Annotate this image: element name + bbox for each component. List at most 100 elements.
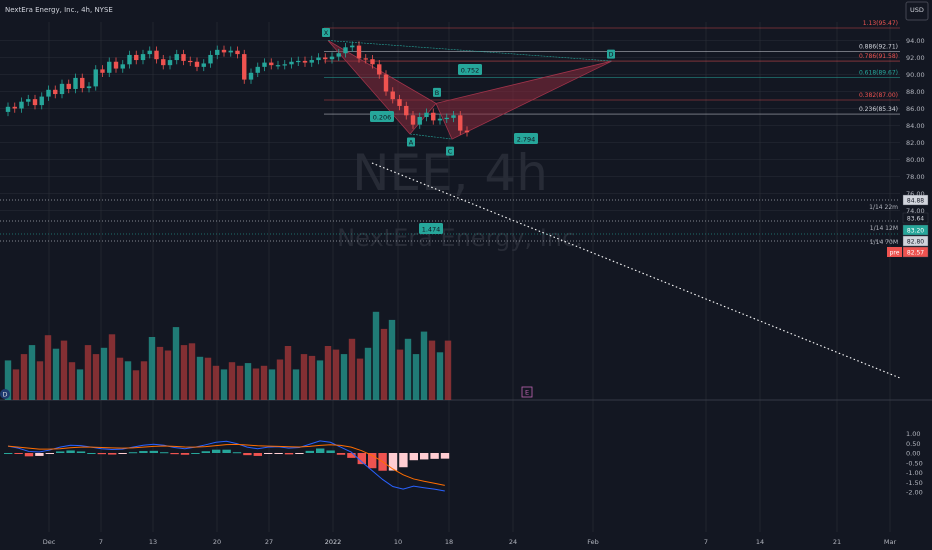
candle-body-9: [66, 83, 71, 89]
macd-hist-39: [409, 453, 418, 461]
candle-body-33: [228, 50, 233, 53]
candle-body-49: [336, 53, 341, 57]
macd-hist-8: [87, 453, 96, 454]
candle-body-62: [424, 112, 429, 117]
harmonic-point-bg-0: [322, 28, 330, 37]
macd-hist-9: [97, 453, 106, 455]
volume-bar-32: [260, 365, 268, 400]
time-axis-tick-7: 18: [445, 538, 453, 546]
price-tag-bg-1: [902, 212, 929, 224]
fib-label-1: 0.886(92.71): [859, 43, 898, 50]
candle-body-42: [289, 61, 294, 65]
volume-bar-29: [236, 365, 244, 400]
volume-bar-46: [372, 311, 380, 400]
macd-hist-25: [264, 453, 273, 454]
macd-axis-tick-1: 0.50: [906, 440, 920, 448]
candle-body-67: [458, 115, 463, 131]
candle-body-45: [309, 60, 314, 63]
time-axis-tick-2: 13: [149, 538, 157, 546]
price-axis-tick-10: 94.00: [906, 37, 925, 45]
macd-hist-6: [66, 450, 75, 453]
volume-bar-22: [180, 345, 188, 400]
volume-bar-39: [316, 360, 324, 400]
macd-hist-13: [139, 451, 148, 453]
time-axis-tick-12: 21: [833, 538, 841, 546]
volume-bar-20: [164, 350, 172, 400]
axes: 74.00 76.00 78.00 80.00 82.00 84.00 86.00 88.00…: [43, 37, 925, 546]
candle-body-1: [12, 106, 17, 109]
harmonic-ratio-bg-2: [514, 133, 538, 144]
volume-bar-24: [196, 356, 204, 400]
volume-bar-49: [396, 349, 404, 400]
volume-bar-40: [324, 346, 332, 400]
currency-button[interactable]: [905, 1, 929, 21]
macd-hist-29: [305, 450, 314, 453]
price-axis-tick-3: 80.00: [906, 156, 925, 164]
price-tag-3: 82.80: [907, 239, 924, 246]
candle-body-35: [242, 54, 247, 80]
macd-hist-31: [326, 450, 335, 453]
candle-body-19: [134, 54, 139, 61]
time-axis-tick-11: 14: [756, 538, 764, 546]
harmonic-pattern[interactable]: X A B C D 0.752 0.206 2.794 1.474: [322, 28, 901, 379]
macd-hist-32: [336, 453, 346, 455]
macd-pane: [4, 440, 450, 492]
candle-body-2: [19, 101, 24, 109]
candle-body-39: [269, 62, 274, 66]
harmonic-point-label-1: A: [409, 139, 414, 147]
side-label-2: 1/14 12M: [870, 225, 898, 232]
volume-bar-15: [124, 361, 132, 400]
candle-body-28: [194, 61, 200, 67]
harmonic-ratio-bg-0: [458, 64, 482, 75]
harmonic-ratio-1: 0.206: [373, 114, 392, 122]
candle-body-40: [275, 65, 281, 67]
candle-body-51: [350, 45, 355, 48]
macd-hist-10: [108, 453, 117, 455]
volume-bar-43: [348, 338, 356, 400]
fib-label-5: 0.236(85.34): [859, 106, 898, 113]
volume-bar-14: [116, 357, 124, 400]
price-tag-bg-3: [902, 235, 929, 247]
candle-body-13: [93, 69, 98, 87]
fib-label-0: 1.13(95.47): [863, 20, 898, 27]
price-axis-tick-8: 90.00: [906, 71, 925, 79]
macd-series-1: [7, 443, 445, 486]
price-axis-tick-1: 76.00: [906, 190, 925, 198]
volume-bar-52: [420, 331, 428, 400]
harmonic-ratio-2: 2.794: [517, 136, 536, 144]
candle-body-38: [262, 62, 267, 67]
candle-body-36: [248, 72, 254, 80]
macd-hist-33: [347, 453, 356, 458]
candle-body-56: [383, 74, 389, 92]
candle-body-18: [127, 54, 132, 65]
harmonic-point-label-4: D: [608, 51, 613, 59]
time-axis-tick-3: 20: [213, 538, 221, 546]
volume-bar-53: [428, 340, 436, 400]
candle-body-44: [302, 60, 308, 63]
volume-bar-55: [444, 340, 452, 400]
price-axis-tick-7: 88.00: [906, 88, 925, 96]
volume-bar-2: [20, 354, 28, 400]
candle-body-29: [201, 63, 206, 67]
candle-body-66: [451, 115, 456, 118]
volume-bar-47: [380, 328, 388, 400]
macd-hist-7: [76, 451, 86, 453]
macd-hist-16: [170, 453, 179, 455]
macd-hist-27: [284, 453, 294, 455]
volume-bar-10: [84, 345, 92, 400]
candle-body-58: [397, 99, 402, 106]
watermark-name: NextEra Energy, Inc.: [337, 224, 583, 252]
candle-body-23: [161, 59, 166, 66]
volume-bar-37: [300, 354, 308, 400]
candle-body-68: [464, 130, 470, 133]
event-marker-e-box: [521, 386, 533, 398]
event-marker-e: E: [525, 389, 529, 397]
price-axis-tick-0: 74.00: [906, 207, 925, 215]
macd-hist-38: [399, 453, 408, 468]
harmonic-point-bg-1: [407, 137, 415, 147]
time-axis-tick-9: Feb: [587, 538, 599, 546]
volume-bar-21: [172, 327, 180, 400]
harmonic-point-label-3: C: [448, 148, 453, 156]
time-axis-tick-10: 7: [704, 538, 708, 546]
